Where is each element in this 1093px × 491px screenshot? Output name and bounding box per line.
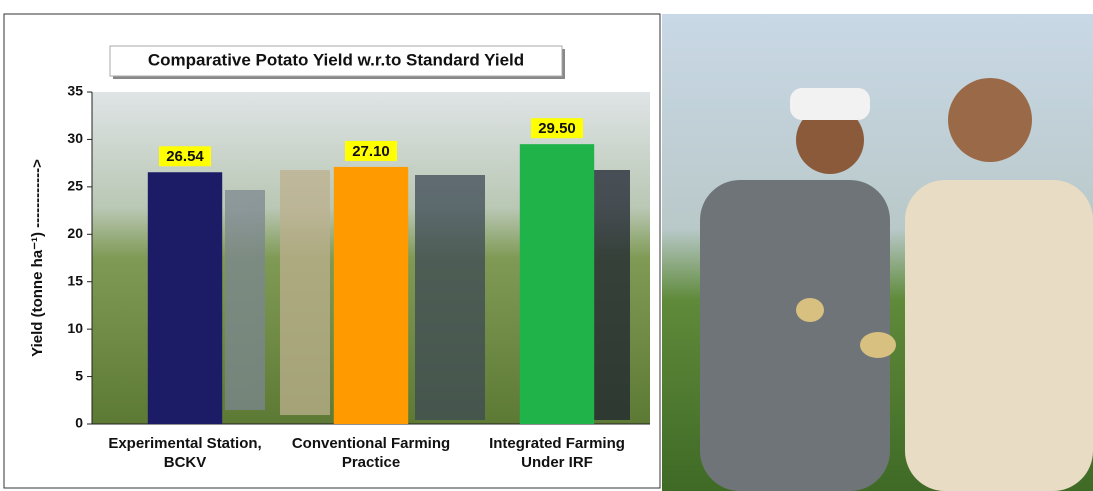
y-tick-label: 35 [67, 83, 83, 99]
bar [520, 144, 594, 424]
y-tick-label: 0 [75, 415, 83, 431]
bar [148, 172, 222, 424]
y-axis-label: Yield (tonne ha⁻¹) ------------> [29, 159, 46, 357]
y-tick-label: 15 [67, 272, 83, 288]
y-tick-label: 5 [75, 367, 83, 383]
chart-title: Comparative Potato Yield w.r.to Standard… [148, 50, 524, 69]
x-tick-label: Conventional Farming Practice [271, 434, 471, 472]
bar [334, 167, 408, 424]
chart: Comparative Potato Yield w.r.to Standard… [0, 0, 1093, 491]
value-label: 27.10 [352, 143, 390, 160]
x-tick-label: Experimental Station, BCKV [85, 434, 285, 472]
y-tick-label: 20 [67, 225, 83, 241]
y-tick-label: 25 [67, 178, 83, 194]
y-tick-label: 30 [67, 130, 83, 146]
x-tick-label: Integrated Farming Under IRF [457, 434, 657, 472]
page: Comparative Potato Yield w.r.to Standard… [0, 0, 1093, 491]
value-label: 29.50 [538, 120, 576, 137]
value-label: 26.54 [166, 148, 204, 165]
y-tick-label: 10 [67, 320, 83, 336]
